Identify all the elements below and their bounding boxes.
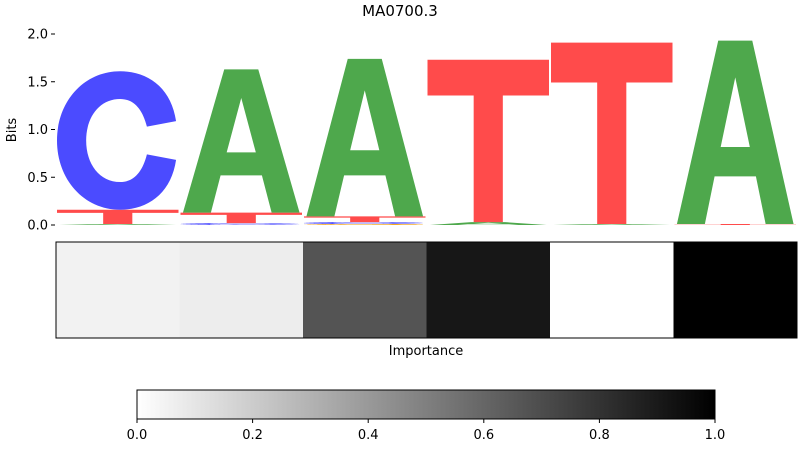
- logo-letter-c-pos1: [57, 71, 177, 210]
- logo-letter-c-pos3: [304, 222, 424, 225]
- importance-cell-pos6: [673, 242, 798, 338]
- colorbar-ticks: 0.0 0.2 0.4 0.6 0.8 1.0: [127, 419, 726, 443]
- logo-letter-t-pos5: [551, 42, 673, 225]
- y-tick-label: 1.0: [27, 123, 48, 138]
- logo-letter-t-pos6: [674, 224, 796, 225]
- colorbar-tick-label: 0.2: [242, 428, 263, 443]
- y-tick-label: 0.5: [27, 171, 48, 186]
- colorbar: [136, 389, 716, 420]
- y-axis-label: Bits: [5, 118, 20, 143]
- y-tick-label: 1.5: [27, 75, 48, 90]
- logo-letter-a-pos5: [553, 224, 671, 225]
- y-tick-label: 0.0: [27, 219, 48, 234]
- logo-letter-t-pos1: [57, 209, 179, 225]
- importance-cell-pos2: [179, 242, 304, 338]
- importance-cell-pos3: [303, 242, 427, 338]
- logo-letter-t-pos3: [304, 216, 426, 223]
- logo-letter-a-pos4: [429, 222, 547, 225]
- y-tick-label: 2.0: [27, 28, 48, 43]
- logo-letter-g-pos3: [304, 224, 424, 225]
- logo-letter-t-pos2: [180, 212, 302, 224]
- importance-cell-pos5: [550, 242, 674, 338]
- logo-letter-a-pos6: [676, 40, 794, 225]
- logo-letter-c-pos2: [180, 223, 300, 225]
- logo-letter-a-pos2: [182, 69, 300, 213]
- importance-cell-pos4: [426, 242, 551, 338]
- importance-label: Importance: [389, 344, 464, 359]
- colorbar-tick-label: 1.0: [705, 428, 726, 443]
- importance-cell-pos1: [56, 242, 180, 338]
- colorbar-tick-label: 0.0: [127, 428, 148, 443]
- chart-title: MA0700.3: [362, 2, 438, 20]
- logo-letters: [57, 40, 796, 225]
- colorbar-tick-label: 0.4: [358, 428, 379, 443]
- logo-letter-a-pos3: [306, 58, 424, 217]
- logo-letter-a-pos1: [59, 224, 177, 225]
- importance-heatmap: [56, 242, 798, 338]
- logo-letter-t-pos4: [427, 59, 549, 223]
- colorbar-tick-label: 0.6: [473, 428, 494, 443]
- y-axis: 0.0 0.5 1.0 1.5 2.0: [27, 28, 55, 234]
- colorbar-tick-label: 0.8: [589, 428, 610, 443]
- importance-heatmap-frame: [55, 241, 798, 339]
